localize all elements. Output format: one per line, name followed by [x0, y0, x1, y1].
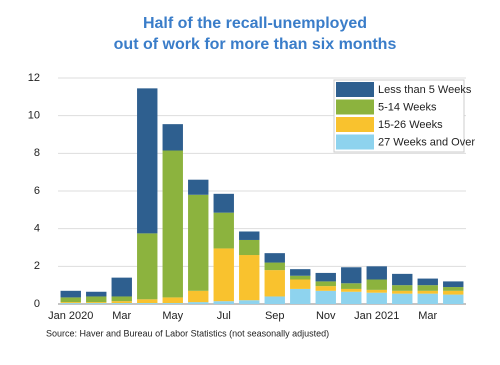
chart-subtitle: out of work for more than six months — [114, 36, 397, 53]
bar-segment — [162, 124, 183, 151]
bar-segment — [290, 275, 311, 280]
bar-segment — [341, 267, 362, 284]
bar-segment — [443, 281, 464, 288]
bar-segment — [86, 302, 107, 304]
legend-swatch — [336, 117, 374, 132]
bar-segment — [111, 277, 132, 297]
bar-segment — [213, 212, 234, 249]
bar-segment — [213, 248, 234, 302]
bar-segment — [264, 296, 285, 304]
y-tick-label: 2 — [34, 260, 40, 272]
bar-segment — [188, 302, 209, 304]
bar-segment — [417, 290, 438, 294]
bar-segment — [86, 291, 107, 297]
legend-swatch — [336, 99, 374, 115]
bar-segment — [315, 272, 336, 282]
bar-segment — [111, 296, 132, 302]
bar-segment — [111, 301, 132, 304]
legend-label: Less than 5 Weeks — [378, 84, 472, 96]
bar-segment — [264, 270, 285, 297]
bar-segment — [392, 273, 413, 286]
legend-label: 5-14 Weeks — [378, 101, 437, 113]
bar-segment — [315, 281, 336, 287]
x-tick-label: Mar — [112, 310, 131, 322]
bar-segment — [290, 279, 311, 289]
source: Source: Haver and Bureau of Labor Statis… — [46, 328, 329, 338]
chart-title: Half of the recall-unemployed — [143, 15, 367, 32]
bar-segment — [60, 290, 81, 298]
bar-segment — [137, 299, 158, 304]
bar-segment — [341, 291, 362, 304]
legend-label: 15-26 Weeks — [378, 119, 443, 131]
bar-segment — [443, 294, 464, 304]
bar-segment — [162, 150, 183, 298]
bar-segment — [86, 296, 107, 303]
bar-segment — [366, 292, 387, 304]
bar-segment — [60, 302, 81, 304]
bar-segment — [137, 303, 158, 304]
bar-segment — [60, 303, 81, 304]
bar-segment — [162, 303, 183, 304]
bar-segment — [188, 290, 209, 303]
bar-segment — [417, 278, 438, 286]
bar-segment — [290, 288, 311, 304]
bar-segment — [315, 286, 336, 291]
bar-segment — [392, 285, 413, 291]
bar-segment — [86, 303, 107, 304]
bar-segment — [341, 283, 362, 289]
x-tick-label: Mar — [418, 310, 437, 322]
y-tick-label: 0 — [34, 298, 40, 310]
y-tick-label: 4 — [34, 223, 40, 235]
bar-segment — [417, 293, 438, 304]
bar-segment — [137, 233, 158, 300]
bar-segment — [60, 297, 81, 303]
bar-segment — [392, 293, 413, 304]
x-tick-label: Jul — [217, 310, 231, 322]
x-tick-label: Sep — [265, 310, 285, 322]
bar-segment — [239, 255, 260, 301]
bar-segment — [315, 290, 336, 304]
bar-segment — [264, 262, 285, 271]
bar-segment — [111, 303, 132, 304]
bar-segment — [137, 88, 158, 234]
x-tick-label: Nov — [316, 310, 336, 322]
bar-segment — [264, 253, 285, 263]
y-tick-label: 6 — [34, 185, 40, 197]
bar-segment — [366, 266, 387, 280]
x-tick-label: Jan 2020 — [48, 310, 93, 322]
y-tick-label: 12 — [28, 72, 40, 84]
bar-segment — [366, 279, 387, 290]
bar-segment — [162, 297, 183, 304]
bar-segment — [341, 288, 362, 292]
bar-segment — [290, 269, 311, 276]
bar-segment — [213, 193, 234, 213]
bar-segment — [443, 290, 464, 295]
y-tick-label: 10 — [28, 110, 40, 122]
bar-segment — [239, 231, 260, 240]
bar-segment — [239, 239, 260, 256]
legend-label: 27 Weeks and Over — [378, 136, 475, 148]
legend-swatch — [336, 134, 374, 150]
bar-segment — [366, 289, 387, 293]
legend-swatch — [336, 82, 374, 97]
bar-segment — [188, 179, 209, 195]
bar-segment — [392, 290, 413, 294]
bar-segment — [417, 285, 438, 291]
x-tick-label: Jan 2021 — [354, 310, 399, 322]
y-tick-label: 8 — [34, 147, 40, 159]
bar-segment — [239, 300, 260, 304]
bar-segment — [213, 301, 234, 304]
bar-segment — [443, 287, 464, 291]
x-tick-label: May — [162, 310, 183, 322]
bar-segment — [188, 194, 209, 291]
